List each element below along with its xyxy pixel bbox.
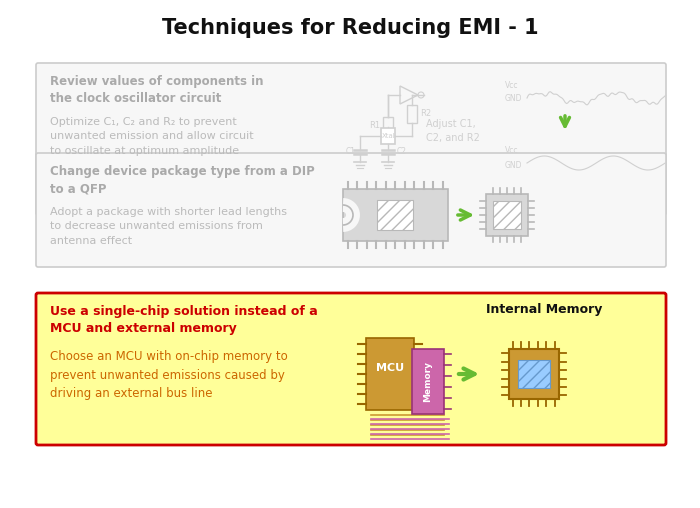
FancyBboxPatch shape <box>493 201 521 229</box>
Text: R1: R1 <box>369 121 380 131</box>
FancyBboxPatch shape <box>343 189 448 241</box>
Text: Vcc: Vcc <box>505 146 519 155</box>
Text: R2: R2 <box>420 110 431 118</box>
FancyBboxPatch shape <box>509 349 559 399</box>
Text: Choose an MCU with on-chip memory to
prevent unwanted emissions caused by
drivin: Choose an MCU with on-chip memory to pre… <box>50 350 288 400</box>
Text: Vcc: Vcc <box>505 81 519 90</box>
Text: MCU: MCU <box>376 363 404 373</box>
FancyBboxPatch shape <box>486 194 528 236</box>
Text: Memory: Memory <box>424 362 433 402</box>
Text: GND: GND <box>505 94 522 103</box>
Text: Adjust C1,
C2, and R2: Adjust C1, C2, and R2 <box>426 119 480 143</box>
FancyBboxPatch shape <box>36 63 666 215</box>
Text: Internal Memory: Internal Memory <box>486 303 602 316</box>
Text: Xtal: Xtal <box>382 133 396 139</box>
Text: Techniques for Reducing EMI - 1: Techniques for Reducing EMI - 1 <box>162 18 538 38</box>
FancyBboxPatch shape <box>381 128 395 144</box>
Text: C2: C2 <box>397 147 407 156</box>
FancyBboxPatch shape <box>412 349 444 414</box>
Text: Review values of components in
the clock oscillator circuit: Review values of components in the clock… <box>50 75 263 105</box>
Text: Adopt a package with shorter lead lengths
to decrease unwanted emissions from
an: Adopt a package with shorter lead length… <box>50 207 287 246</box>
Text: C1: C1 <box>346 147 356 156</box>
Text: GND: GND <box>505 161 522 170</box>
Text: Use a single-chip solution instead of a
MCU and external memory: Use a single-chip solution instead of a … <box>50 305 318 335</box>
FancyBboxPatch shape <box>377 200 413 230</box>
Text: Optimize C₁, C₂ and R₂ to prevent
unwanted emission and allow circuit
to oscilla: Optimize C₁, C₂ and R₂ to prevent unwant… <box>50 117 253 156</box>
FancyBboxPatch shape <box>518 360 550 388</box>
FancyBboxPatch shape <box>36 153 666 267</box>
FancyBboxPatch shape <box>36 293 666 445</box>
Text: Change device package type from a DIP
to a QFP: Change device package type from a DIP to… <box>50 165 315 195</box>
FancyBboxPatch shape <box>366 338 414 410</box>
